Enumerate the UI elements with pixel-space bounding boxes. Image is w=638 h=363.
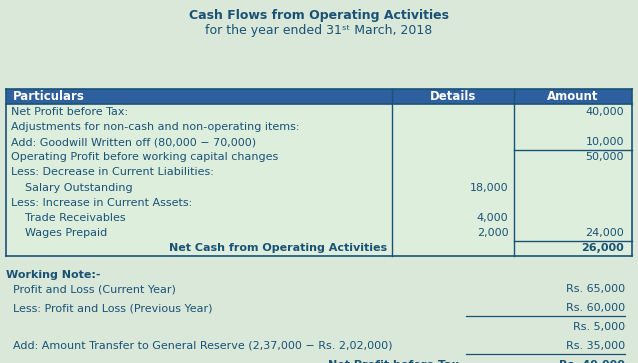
Bar [6, 104, 632, 256]
Text: 24,000: 24,000 [585, 228, 624, 238]
Text: Rs. 60,000: Rs. 60,000 [566, 303, 625, 313]
Text: Cash Flows from Operating Activities: Cash Flows from Operating Activities [189, 9, 449, 22]
Text: 4,000: 4,000 [477, 213, 508, 223]
Text: Rs. 35,000: Rs. 35,000 [566, 341, 625, 351]
Text: Rs. 5,000: Rs. 5,000 [573, 322, 625, 332]
Text: Amount: Amount [547, 90, 598, 103]
Text: Less: Profit and Loss (Previous Year): Less: Profit and Loss (Previous Year) [6, 303, 213, 313]
Text: Wages Prepaid: Wages Prepaid [11, 228, 108, 238]
Text: Less: Decrease in Current Liabilities:: Less: Decrease in Current Liabilities: [11, 167, 214, 178]
Text: Particulars: Particulars [13, 90, 85, 103]
Text: 18,000: 18,000 [470, 183, 508, 193]
Text: Operating Profit before working capital changes: Operating Profit before working capital … [11, 152, 279, 162]
Text: Add: Goodwill Written off (80,000 − 70,000): Add: Goodwill Written off (80,000 − 70,0… [11, 137, 256, 147]
Text: Rs. 40,000: Rs. 40,000 [560, 360, 625, 363]
Text: 2,000: 2,000 [477, 228, 508, 238]
Text: Net Profit before Tax: Net Profit before Tax [329, 360, 459, 363]
Text: Profit and Loss (Current Year): Profit and Loss (Current Year) [6, 284, 176, 294]
Text: Salary Outstanding: Salary Outstanding [11, 183, 133, 193]
Text: for the year ended 31ˢᵗ March, 2018: for the year ended 31ˢᵗ March, 2018 [205, 24, 433, 37]
Text: 50,000: 50,000 [586, 152, 624, 162]
Text: Adjustments for non-cash and non-operating items:: Adjustments for non-cash and non-operati… [11, 122, 300, 132]
Text: Rs. 65,000: Rs. 65,000 [566, 284, 625, 294]
Text: Net Profit before Tax:: Net Profit before Tax: [11, 107, 129, 117]
Text: 10,000: 10,000 [586, 137, 624, 147]
Text: 26,000: 26,000 [581, 243, 624, 253]
Text: Details: Details [430, 90, 476, 103]
Text: Less: Increase in Current Assets:: Less: Increase in Current Assets: [11, 198, 193, 208]
Text: Net Cash from Operating Activities: Net Cash from Operating Activities [169, 243, 387, 253]
Text: Add: Amount Transfer to General Reserve (2,37,000 − Rs. 2,02,000): Add: Amount Transfer to General Reserve … [6, 341, 393, 351]
Text: Working Note:-: Working Note:- [6, 270, 101, 281]
Bar [6, 89, 632, 104]
Text: Trade Receivables: Trade Receivables [11, 213, 126, 223]
Text: 40,000: 40,000 [585, 107, 624, 117]
